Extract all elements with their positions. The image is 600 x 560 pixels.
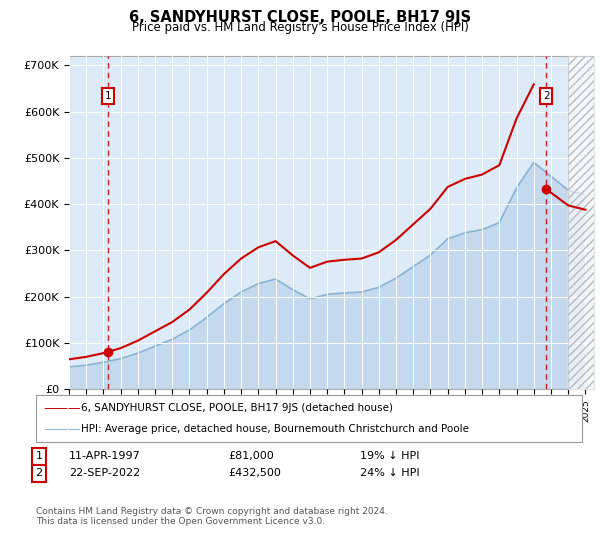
Text: 6, SANDYHURST CLOSE, POOLE, BH17 9JS (detached house): 6, SANDYHURST CLOSE, POOLE, BH17 9JS (de… (81, 403, 393, 413)
Text: 19% ↓ HPI: 19% ↓ HPI (360, 451, 419, 461)
Text: £81,000: £81,000 (228, 451, 274, 461)
Text: 11-APR-1997: 11-APR-1997 (69, 451, 141, 461)
Text: £432,500: £432,500 (228, 468, 281, 478)
Text: HPI: Average price, detached house, Bournemouth Christchurch and Poole: HPI: Average price, detached house, Bour… (81, 424, 469, 434)
Text: ———: ——— (43, 423, 80, 436)
Text: 2: 2 (35, 468, 43, 478)
Text: Contains HM Land Registry data © Crown copyright and database right 2024.
This d: Contains HM Land Registry data © Crown c… (36, 507, 388, 526)
Text: 24% ↓ HPI: 24% ↓ HPI (360, 468, 419, 478)
Text: 2: 2 (543, 91, 550, 101)
Text: 22-SEP-2022: 22-SEP-2022 (69, 468, 140, 478)
Text: 1: 1 (35, 451, 43, 461)
Text: 1: 1 (105, 91, 112, 101)
Text: 6, SANDYHURST CLOSE, POOLE, BH17 9JS: 6, SANDYHURST CLOSE, POOLE, BH17 9JS (129, 10, 471, 25)
Text: ———: ——— (43, 402, 80, 414)
Text: Price paid vs. HM Land Registry's House Price Index (HPI): Price paid vs. HM Land Registry's House … (131, 21, 469, 34)
